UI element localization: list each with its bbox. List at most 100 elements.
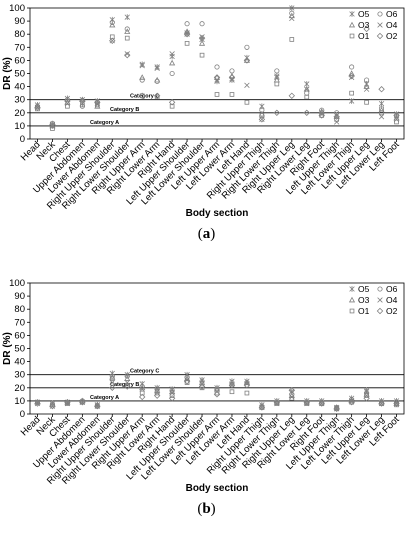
series-o4 [34, 15, 400, 128]
data-point-o2 [138, 393, 146, 401]
y-axis-label: DR (%) [2, 332, 13, 365]
data-point-o3 [169, 59, 176, 66]
legend-label: O3 [358, 295, 370, 305]
legend-marker [377, 286, 383, 292]
data-point-o1 [95, 403, 100, 409]
data-point-o1 [349, 399, 354, 405]
chart-panel-a: 0 10 20 30 40 50 60 70 80 90 100 DR (%) Category A Ca… [2, 3, 405, 242]
data-point-o2 [183, 30, 191, 38]
data-point-o1 [199, 385, 205, 391]
data-point-o2 [94, 402, 101, 410]
data-point-o2 [228, 74, 236, 81]
category-threshold-label: Category C [130, 94, 159, 100]
series-o3 [34, 12, 400, 129]
y-tick-label: 60 [14, 55, 25, 66]
data-point-o1 [65, 103, 70, 109]
legend-label: O2 [386, 31, 398, 41]
legend-label: O3 [358, 20, 370, 30]
series-o2 [34, 378, 400, 412]
data-point-o2 [288, 387, 296, 394]
data-point-o2 [198, 383, 206, 390]
data-point-o3 [378, 106, 385, 113]
panel-letter: b [202, 501, 211, 517]
data-point-o2 [34, 104, 41, 111]
legend-label: O4 [386, 20, 398, 30]
legend-entry-o6: O6 [377, 284, 398, 294]
data-point-o2 [303, 109, 310, 117]
data-point-o6 [124, 373, 130, 379]
y-tick-label: 90 [14, 16, 25, 27]
data-point-o3 [94, 103, 101, 109]
data-point-o2 [303, 399, 310, 406]
data-point-o2 [393, 400, 400, 407]
data-point-o2 [153, 92, 161, 99]
data-point-o2 [333, 113, 340, 120]
data-point-o1 [229, 389, 235, 395]
category-threshold-label: Category B [110, 107, 139, 113]
data-point-o1 [50, 402, 55, 408]
data-point-o3 [139, 74, 146, 80]
data-point-o3 [124, 28, 131, 34]
data-point-o1 [244, 100, 250, 105]
data-point-o1 [394, 119, 399, 125]
legend-marker [376, 307, 384, 315]
data-point-o6 [169, 70, 175, 77]
data-point-o1 [65, 401, 70, 406]
data-point-o4 [244, 381, 250, 387]
legend-entry-o2: O2 [376, 306, 398, 316]
data-point-o4 [124, 51, 130, 57]
data-point-o4 [274, 74, 280, 81]
data-point-o3 [348, 70, 355, 76]
data-point-o2 [94, 99, 101, 106]
data-point-o5 [304, 81, 310, 87]
y-tick-label: 10 [14, 121, 25, 132]
data-point-o6 [109, 19, 115, 25]
data-point-o1 [259, 405, 265, 410]
legend-entry-o5: O5 [349, 9, 370, 19]
legend-entry-o3: O3 [348, 295, 370, 305]
category-threshold-label: Category C [130, 369, 159, 375]
legend-entry-o1: O1 [349, 306, 370, 316]
data-point-o1 [109, 376, 115, 381]
data-point-o4 [79, 97, 86, 103]
plot-area-frame [29, 7, 405, 140]
data-point-o3 [154, 76, 161, 83]
data-point-o1 [139, 390, 145, 396]
legend-marker [377, 22, 383, 28]
y-tick-label: 50 [14, 344, 25, 355]
y-tick-label: 80 [14, 29, 25, 40]
data-point-o6 [184, 21, 190, 27]
data-point-o2 [363, 395, 370, 402]
scatter-chart-b: 0 10 20 30 40 50 60 70 80 90 100 DR (%) Category A Ca… [2, 278, 405, 494]
data-point-o1 [169, 393, 175, 398]
legend-entry-o3: O3 [348, 20, 370, 30]
data-point-o4 [109, 379, 115, 386]
y-tick-label: 30 [14, 95, 25, 106]
data-point-o1 [244, 390, 250, 396]
series-o5 [34, 370, 400, 411]
y-tick-label: 20 [14, 108, 25, 119]
data-point-o4 [139, 386, 145, 392]
data-point-o5 [169, 53, 175, 60]
data-point-o4 [378, 114, 385, 120]
legend-marker [377, 297, 383, 303]
data-point-o3 [198, 40, 206, 46]
data-point-o2 [243, 57, 251, 64]
data-point-o1 [319, 113, 325, 118]
legend-label: O5 [358, 9, 370, 19]
data-point-o6 [49, 120, 55, 126]
scatter-chart-a: 0 10 20 30 40 50 60 70 80 90 100 DR (%) Category A Ca… [2, 3, 405, 219]
data-point-o3 [303, 85, 310, 92]
legend-marker [349, 286, 355, 292]
data-point-o1 [379, 401, 384, 406]
legend-marker [349, 308, 355, 314]
data-point-o6 [64, 97, 70, 103]
data-point-o5 [378, 100, 385, 107]
y-tick-label: 10 [14, 396, 25, 407]
data-point-o1 [289, 395, 295, 401]
data-point-o3 [288, 12, 295, 19]
data-point-o4 [244, 82, 250, 88]
data-point-o1 [35, 399, 40, 405]
legend-label: O6 [386, 9, 398, 19]
legend-entry-o4: O4 [377, 295, 398, 305]
